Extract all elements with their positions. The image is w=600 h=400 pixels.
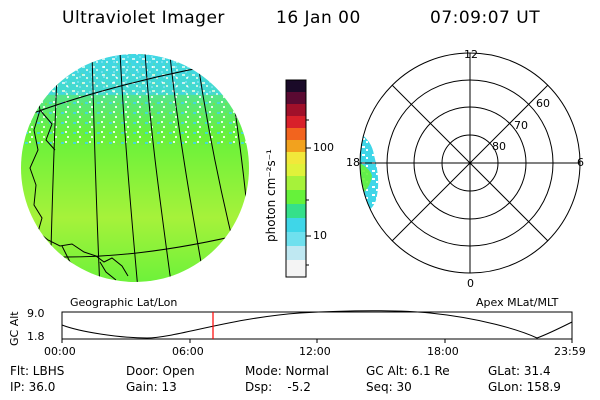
- earth-image: [21, 54, 249, 282]
- alt-x-tick-3: 18:00: [427, 345, 459, 358]
- info-flt: Flt: LBHS: [10, 364, 65, 378]
- info-glon: GLon: 158.9: [488, 380, 561, 394]
- info-gain: Gain: 13: [126, 380, 177, 394]
- polar-plot: [359, 52, 581, 274]
- alt-x-tick-0: 00:00: [44, 345, 76, 358]
- alt-x-tick-2: 12:00: [299, 345, 331, 358]
- mlat-70-label: 70: [514, 119, 528, 132]
- info-dsp: Dsp: -5.2: [245, 380, 311, 394]
- colorbar-tick-100: 100: [313, 141, 334, 154]
- date-label: 16 Jan 00: [276, 8, 361, 28]
- info-ip: IP: 36.0: [10, 380, 56, 394]
- colorbar: [285, 79, 311, 278]
- alt-x-tick-4: 23:59: [554, 345, 586, 358]
- colorbar-unit-label: photon cm⁻²s⁻¹: [264, 149, 278, 242]
- alt-y-max: 9.0: [27, 307, 45, 320]
- time-label: 07:09:07 UT: [430, 8, 541, 28]
- alt-x-tick-1: 06:00: [172, 345, 204, 358]
- info-glat: GLat: 31.4: [488, 364, 551, 378]
- info-seq: Seq: 30: [366, 380, 412, 394]
- altitude-plot: [61, 310, 573, 343]
- mlt-12-label: 12: [464, 48, 478, 61]
- mlt-0-label: 0: [467, 277, 474, 290]
- mlat-80-label: 80: [492, 140, 506, 153]
- mlat-60-label: 60: [536, 97, 550, 110]
- apex-caption: Apex MLat/MLT: [476, 296, 559, 309]
- app-title: Ultraviolet Imager: [62, 8, 225, 28]
- info-mode: Mode: Normal: [245, 364, 329, 378]
- gc-alt-axis-label: GC Alt: [8, 311, 21, 346]
- alt-y-min: 1.8: [27, 330, 45, 343]
- geographic-caption: Geographic Lat/Lon: [70, 296, 178, 309]
- info-door: Door: Open: [126, 364, 195, 378]
- info-gc-alt: GC Alt: 6.1 Re: [366, 364, 450, 378]
- mlt-6-label: 6: [577, 156, 584, 169]
- mlt-18-label: 18: [346, 156, 360, 169]
- colorbar-tick-10: 10: [313, 229, 327, 242]
